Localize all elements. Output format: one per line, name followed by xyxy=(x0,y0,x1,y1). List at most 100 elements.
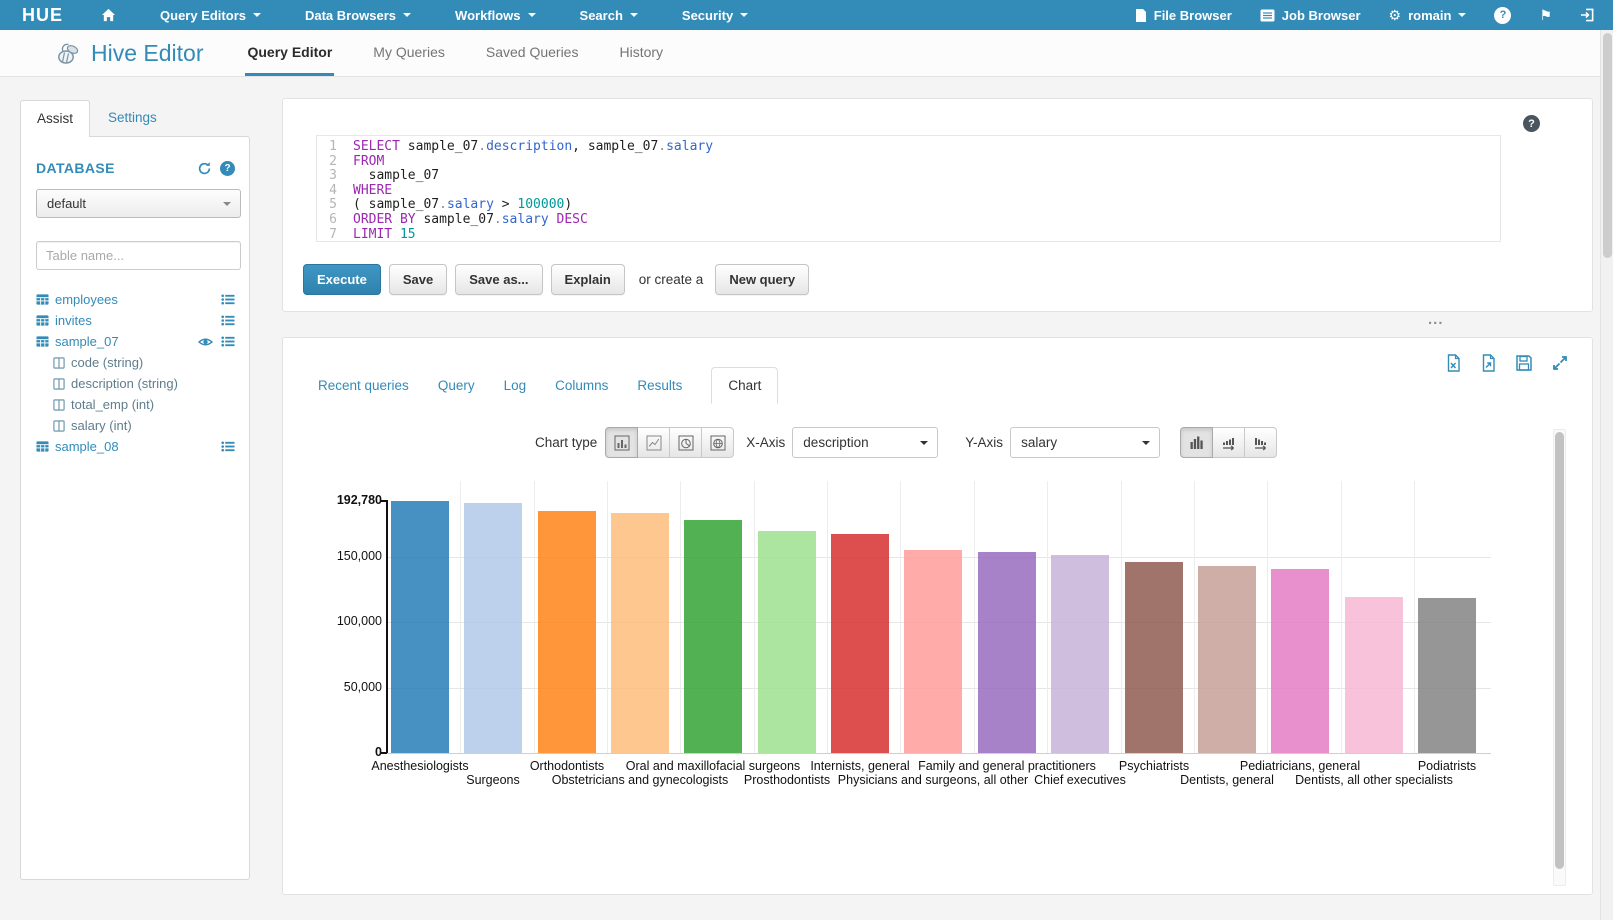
save-as-button[interactable]: Save as... xyxy=(455,264,543,295)
preview-eye-icon[interactable] xyxy=(198,336,213,348)
download-csv-icon[interactable] xyxy=(1480,354,1497,372)
database-select[interactable]: default xyxy=(36,189,241,218)
feedback-button[interactable]: ⚑ xyxy=(1539,7,1552,24)
chart-bar[interactable] xyxy=(684,520,742,753)
assist-sidebar: Assist Settings DATABASE ? default emplo… xyxy=(20,100,250,880)
tab-saved-queries[interactable]: Saved Queries xyxy=(485,43,579,60)
home-button[interactable] xyxy=(101,8,116,22)
table-row[interactable]: employees xyxy=(36,289,239,310)
explain-button[interactable]: Explain xyxy=(550,264,625,295)
menu-query-editors[interactable]: Query Editors xyxy=(160,8,261,23)
menu-security[interactable]: Security xyxy=(682,8,749,23)
top-navbar: HUE Query Editors Data Browsers Workflow… xyxy=(0,0,1613,30)
line-number: 6 xyxy=(329,211,337,227)
menu-label: Data Browsers xyxy=(304,7,397,23)
tab-columns[interactable]: Columns xyxy=(555,378,609,393)
table-menu-icon[interactable] xyxy=(221,335,235,348)
user-menu[interactable]: ⚙ romain xyxy=(1389,7,1467,24)
tab-log[interactable]: Log xyxy=(503,378,527,393)
table-list: employees invites sample_07 code (string) de… xyxy=(36,289,239,457)
chart-bar[interactable] xyxy=(904,550,962,753)
download-xls-icon[interactable] xyxy=(1445,354,1462,372)
table-menu-icon[interactable] xyxy=(221,440,235,453)
chart-bar[interactable] xyxy=(611,513,669,753)
table-name: employees xyxy=(55,292,118,307)
code-line: ( sample_07.salary > 100000) xyxy=(353,197,573,213)
chart-scrollbar-thumb[interactable] xyxy=(1555,432,1564,869)
chart-bar[interactable] xyxy=(391,501,449,753)
chart-bar[interactable] xyxy=(1198,566,1256,753)
x-axis-label: Surgeons xyxy=(466,773,520,787)
column-icon xyxy=(53,377,65,390)
chart-bar[interactable] xyxy=(978,552,1036,753)
chart-bar[interactable] xyxy=(831,534,889,753)
menu-search[interactable]: Search xyxy=(580,8,638,23)
execute-button[interactable]: Execute xyxy=(303,264,381,295)
tab-query-editor[interactable]: Query Editor xyxy=(245,30,335,76)
job-browser-button[interactable]: Job Browser xyxy=(1260,8,1361,23)
pie-chart-button[interactable] xyxy=(669,427,703,458)
line-chart-button[interactable] xyxy=(637,427,671,458)
sort-descending-button[interactable] xyxy=(1244,427,1278,458)
chart-bar[interactable] xyxy=(1345,597,1403,753)
menu-data-browsers[interactable]: Data Browsers xyxy=(304,7,412,23)
hue-logo[interactable]: HUE xyxy=(22,4,64,25)
table-filter-input[interactable] xyxy=(36,241,241,270)
column-row[interactable]: description (string) xyxy=(36,373,239,394)
job-browser-icon xyxy=(1260,9,1275,22)
panel-resize-handle[interactable]: ... xyxy=(1428,311,1444,328)
column-name: total_emp (int) xyxy=(71,397,155,412)
line-number: 2 xyxy=(329,153,337,169)
table-row[interactable]: sample_08 xyxy=(36,436,239,457)
chart-bar[interactable] xyxy=(758,531,816,753)
table-row[interactable]: invites xyxy=(36,310,239,331)
gridline-vertical xyxy=(754,481,755,753)
editor-help-icon[interactable]: ? xyxy=(1523,115,1540,132)
chart-bar[interactable] xyxy=(1125,562,1183,753)
help-button[interactable]: ? xyxy=(1494,6,1512,24)
bar-chart-button[interactable] xyxy=(605,427,639,458)
tab-query[interactable]: Query xyxy=(437,378,475,393)
chart-bar[interactable] xyxy=(1271,569,1329,753)
assist-help-icon[interactable]: ? xyxy=(220,160,235,176)
sort-ascending-button[interactable] xyxy=(1212,427,1246,458)
chart-bar[interactable] xyxy=(464,503,522,753)
map-chart-button[interactable] xyxy=(701,427,735,458)
tab-results[interactable]: Results xyxy=(637,378,683,393)
file-browser-button[interactable]: File Browser xyxy=(1135,8,1232,23)
window-scrollbar-thumb[interactable] xyxy=(1603,33,1612,258)
file-browser-label: File Browser xyxy=(1153,7,1232,23)
chart-bar[interactable] xyxy=(1418,598,1476,753)
new-query-button[interactable]: New query xyxy=(715,264,810,295)
tab-recent-queries[interactable]: Recent queries xyxy=(318,378,409,393)
save-results-icon[interactable] xyxy=(1515,354,1533,372)
window-scrollbar xyxy=(1600,30,1613,920)
chart-bar[interactable] xyxy=(538,511,596,753)
column-row[interactable]: total_emp (int) xyxy=(36,394,239,415)
table-menu-icon[interactable] xyxy=(221,314,235,327)
table-menu-icon[interactable] xyxy=(221,293,235,306)
tab-chart[interactable]: Chart xyxy=(711,367,779,404)
tab-settings[interactable]: Settings xyxy=(108,110,157,125)
menu-workflows[interactable]: Workflows xyxy=(455,8,536,23)
expand-icon[interactable] xyxy=(1551,354,1569,372)
refresh-icon[interactable] xyxy=(197,161,212,176)
line-number: 3 xyxy=(329,168,337,184)
sign-out-button[interactable] xyxy=(1580,8,1595,22)
chart-bar[interactable] xyxy=(1051,555,1109,753)
x-axis-label: Obstetricians and gynecologists xyxy=(551,773,729,787)
column-row[interactable]: code (string) xyxy=(36,352,239,373)
save-button[interactable]: Save xyxy=(388,264,448,295)
column-row[interactable]: salary (int) xyxy=(36,415,239,436)
grouped-bars-button[interactable] xyxy=(1180,427,1214,458)
tab-my-queries[interactable]: My Queries xyxy=(373,43,445,60)
y-axis-select[interactable]: salary xyxy=(1010,427,1161,458)
x-axis-select[interactable]: description xyxy=(792,427,939,458)
tab-history[interactable]: History xyxy=(619,43,664,60)
flag-icon: ⚑ xyxy=(1539,6,1552,23)
tab-assist[interactable]: Assist xyxy=(20,100,91,137)
table-row[interactable]: sample_07 xyxy=(36,331,239,352)
column-name: description (string) xyxy=(71,376,178,391)
